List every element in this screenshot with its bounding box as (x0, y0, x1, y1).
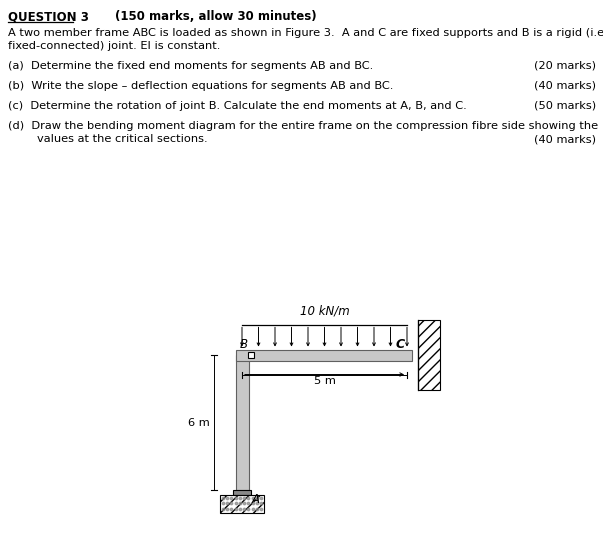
Text: (b)  Write the slope – deflection equations for segments AB and BC.: (b) Write the slope – deflection equatio… (8, 81, 393, 91)
Bar (236, 355, 248, 490)
Text: 10 kN/m: 10 kN/m (300, 305, 349, 317)
Text: A: A (251, 493, 259, 506)
Text: (50 marks): (50 marks) (534, 101, 596, 111)
Text: fixed-connected) joint. EI is constant.: fixed-connected) joint. EI is constant. (8, 41, 220, 51)
Bar (220, 495, 264, 513)
Text: (20 marks): (20 marks) (534, 61, 596, 71)
Bar (236, 350, 412, 360)
Bar (417, 320, 440, 390)
Text: A two member frame ABC is loaded as shown in Figure 3.  A and C are fixed suppor: A two member frame ABC is loaded as show… (8, 28, 603, 38)
Text: B: B (239, 338, 247, 351)
Text: C: C (396, 338, 405, 351)
Bar (247, 352, 253, 358)
Text: (d)  Draw the bending moment diagram for the entire frame on the compression fib: (d) Draw the bending moment diagram for … (8, 121, 598, 131)
Text: (c)  Determine the rotation of joint B. Calculate the end moments at A, B, and C: (c) Determine the rotation of joint B. C… (8, 101, 467, 111)
Text: (a)  Determine the fixed end moments for segments AB and BC.: (a) Determine the fixed end moments for … (8, 61, 373, 71)
Bar (233, 490, 251, 495)
Text: 5 m: 5 m (314, 377, 335, 386)
Text: (40 marks): (40 marks) (534, 134, 596, 144)
Text: values at the critical sections.: values at the critical sections. (8, 134, 207, 144)
Text: (150 marks, allow 30 minutes): (150 marks, allow 30 minutes) (115, 10, 317, 23)
Text: (40 marks): (40 marks) (534, 81, 596, 91)
Text: QUESTION 3: QUESTION 3 (8, 10, 89, 23)
Text: 6 m: 6 m (188, 417, 210, 428)
